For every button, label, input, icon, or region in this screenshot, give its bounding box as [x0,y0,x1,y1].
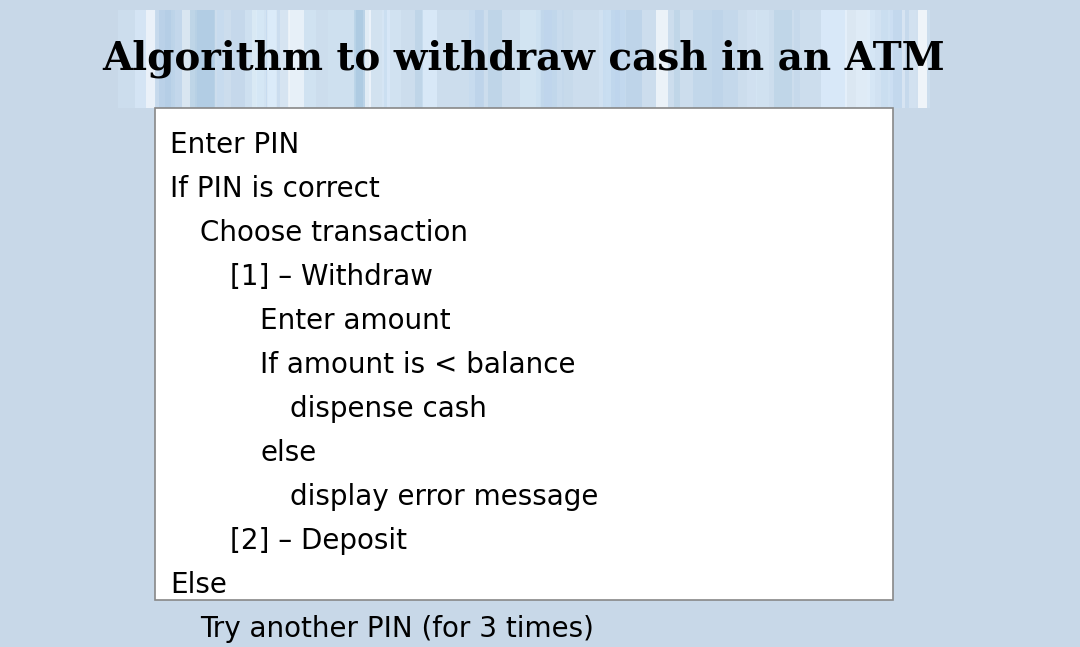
Bar [245,10,257,108]
Bar [794,10,800,108]
Bar [599,10,626,108]
Bar [372,10,387,108]
Bar [881,10,909,108]
Bar [245,10,264,108]
Bar [521,10,541,108]
Bar [469,10,484,108]
Bar [328,10,356,108]
Bar [146,10,160,108]
Text: If PIN is correct: If PIN is correct [170,175,380,203]
Bar [217,10,224,108]
Text: Enter PIN: Enter PIN [170,131,299,159]
Bar [866,10,893,108]
Bar [693,10,723,108]
Bar [165,10,175,108]
Bar [267,10,291,108]
Bar [889,10,908,108]
Text: [2] – Deposit: [2] – Deposit [230,527,407,555]
Bar [156,10,173,108]
Bar [611,10,620,108]
Text: Try another PIN (for 3 times): Try another PIN (for 3 times) [200,615,594,643]
Bar [135,10,159,108]
Bar [656,10,667,108]
Bar [280,10,303,108]
Bar [756,10,769,108]
Text: display error message: display error message [291,483,598,511]
Text: Choose transaction: Choose transaction [200,219,468,247]
Bar [604,10,619,108]
Bar [231,10,253,108]
Bar [540,10,565,108]
Bar [747,10,757,108]
Bar [845,10,870,108]
Text: Else: Else [170,571,227,599]
Bar [382,10,401,108]
Bar [291,10,316,108]
Bar [422,10,437,108]
Bar [902,10,927,108]
Bar [154,10,183,108]
Bar [118,10,930,108]
Bar [365,10,390,108]
Bar [536,10,557,108]
Bar [416,10,423,108]
Bar [268,10,276,108]
Text: else: else [260,439,316,467]
Bar [615,10,642,108]
Bar [562,10,573,108]
Bar [774,10,793,108]
Text: Enter amount: Enter amount [260,307,450,335]
Bar [488,10,502,108]
Bar [266,10,288,108]
Bar [674,10,680,108]
Bar [905,10,918,108]
Bar [171,10,195,108]
Bar [475,10,484,108]
Bar [856,10,875,108]
Text: [1] – Withdraw: [1] – Withdraw [230,263,433,291]
Bar [905,10,916,108]
Bar [256,10,280,108]
Bar [604,10,624,108]
Bar [190,10,215,108]
Bar [278,10,287,108]
Bar [365,10,383,108]
Bar [354,10,363,108]
Bar [890,10,903,108]
Bar [355,10,369,108]
Bar [713,10,739,108]
Text: Algorithm to withdraw cash in an ATM: Algorithm to withdraw cash in an ATM [103,39,945,78]
Bar [606,10,613,108]
Text: dispense cash: dispense cash [291,395,487,423]
Text: If amount is < balance: If amount is < balance [260,351,576,379]
Bar [544,10,552,108]
Bar [156,108,893,600]
Bar [198,10,214,108]
Bar [821,10,847,108]
